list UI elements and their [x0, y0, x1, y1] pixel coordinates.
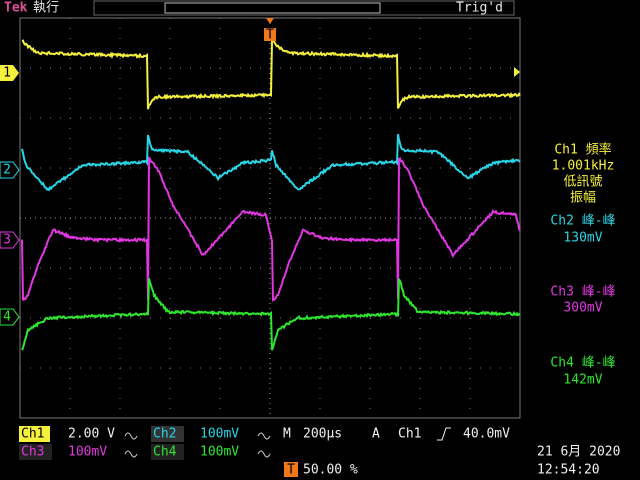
ch1-label: Ch1 — [21, 427, 44, 442]
trigger-position: 50.00 % — [303, 463, 358, 478]
measurement-label: Ch3 峰-峰 — [550, 285, 615, 300]
brand: Tek — [4, 1, 28, 16]
ch2-label: Ch2 — [153, 427, 176, 442]
measurement-value: 1.001kHz — [552, 159, 615, 174]
trigger-position-marker: T — [287, 463, 295, 478]
ch3-marker: 3 — [3, 233, 11, 248]
trigger-level: 40.0mV — [463, 427, 510, 442]
ch3-scale: 100mV — [68, 445, 107, 460]
ch3-label: Ch3 — [21, 445, 44, 460]
time: 12:54:20 — [537, 463, 600, 478]
measurement-value: 300mV — [563, 301, 602, 316]
measurement-label: Ch4 峰-峰 — [550, 356, 615, 371]
ch2-marker: 2 — [3, 163, 11, 178]
acquisition: A — [372, 427, 380, 442]
trigger-marker: T — [266, 28, 274, 43]
measurement-value: 142mV — [563, 373, 602, 388]
ch1-marker: 1 — [3, 66, 11, 81]
measurement-label: Ch1 頻率 — [554, 142, 611, 158]
timebase: 200µs — [303, 427, 342, 442]
measurement-note: 振幅 — [570, 191, 596, 206]
trigger-status: Trig'd — [456, 1, 503, 16]
ch4-scale: 100mV — [200, 445, 239, 460]
ch4-label: Ch4 — [153, 445, 177, 460]
measurement-label: Ch2 峰-峰 — [550, 214, 615, 229]
ch4-marker: 4 — [3, 310, 11, 325]
date: 21 6月 2020 — [537, 445, 620, 460]
timebase-label: M — [283, 427, 291, 442]
trigger-source: Ch1 — [398, 427, 421, 442]
ch1-scale: 2.00 V — [68, 427, 115, 442]
ch2-scale: 100mV — [200, 427, 239, 442]
measurement-note: 低訊號 — [563, 175, 602, 190]
run-status: 執行 — [33, 0, 59, 16]
measurement-value: 130mV — [563, 231, 602, 246]
